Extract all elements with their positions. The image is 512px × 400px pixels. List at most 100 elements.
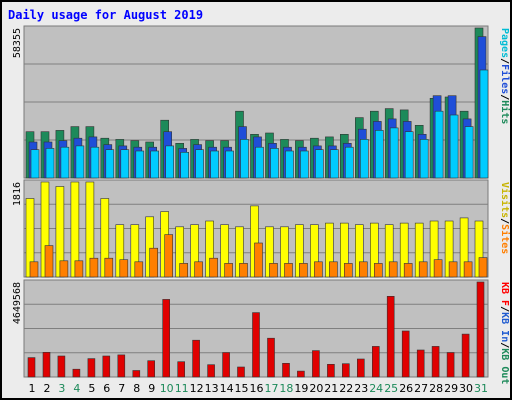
bar-pages-day-10 (165, 145, 174, 179)
bar-pages-day-9 (150, 150, 159, 179)
bar-sites-day-1 (29, 261, 39, 278)
bar-pages-day-12 (195, 149, 204, 179)
bar-kb-f-day-2 (42, 351, 51, 378)
legend-part: / (499, 94, 510, 100)
bar-sites-day-7 (119, 259, 129, 278)
legend-part: / (499, 342, 510, 348)
bar-pages-day-24 (374, 130, 384, 179)
x-tick-day-26: 26 (399, 382, 413, 395)
bar-kb-f-day-21 (327, 363, 335, 378)
y-max-label-kb: 4649568 (12, 282, 23, 324)
x-tick-day-11: 11 (175, 382, 189, 395)
bar-kb-f-day-18 (282, 362, 290, 378)
bar-pages-day-11 (180, 152, 189, 179)
x-tick-day-7: 7 (118, 382, 125, 395)
x-tick-day-21: 21 (324, 382, 338, 395)
bar-kb-f-day-15 (237, 366, 245, 378)
bar-sites-day-16 (254, 242, 263, 278)
bar-sites-day-6 (104, 257, 114, 278)
bar-pages-day-19 (300, 150, 309, 179)
x-tick-day-16: 16 (250, 382, 264, 395)
x-tick-day-29: 29 (444, 382, 458, 395)
x-tick-day-5: 5 (88, 382, 95, 395)
legend-part: Sites (499, 224, 511, 254)
bar-sites-day-23 (358, 261, 368, 278)
bar-sites-day-29 (448, 261, 458, 278)
bar-pages-day-27 (419, 139, 429, 179)
x-tick-day-27: 27 (414, 382, 428, 395)
x-tick-day-15: 15 (235, 382, 249, 395)
x-tick-day-9: 9 (148, 382, 155, 395)
bar-kb-f-day-25 (386, 295, 395, 378)
bar-pages-day-29 (449, 114, 459, 179)
x-tick-day-17: 17 (265, 382, 279, 395)
x-tick-day-6: 6 (103, 382, 110, 395)
pages-files-hits-panel (23, 25, 489, 179)
x-tick-day-25: 25 (384, 382, 398, 395)
x-tick-day-1: 1 (29, 382, 36, 395)
x-tick-day-8: 8 (133, 382, 140, 395)
x-tick-day-24: 24 (369, 382, 383, 395)
bar-sites-day-25 (388, 261, 398, 278)
y-max-label-visits: 1816 (12, 182, 23, 206)
x-tick-day-22: 22 (339, 382, 353, 395)
bar-kb-f-day-16 (252, 312, 260, 378)
bar-kb-f-day-3 (57, 355, 66, 378)
bar-kb-f-day-26 (401, 330, 410, 378)
legend-pages-files-hits: Pages/Files/Hits (499, 28, 511, 124)
bar-kb-f-day-10 (162, 299, 170, 378)
bar-sites-day-10 (164, 234, 173, 278)
bar-kb-f-day-31 (476, 281, 485, 378)
bar-pages-day-5 (90, 146, 100, 179)
bar-sites-day-19 (299, 263, 308, 278)
bar-sites-day-12 (194, 261, 203, 278)
x-tick-day-10: 10 (160, 382, 174, 395)
bar-sites-day-14 (224, 263, 233, 278)
bar-pages-day-6 (105, 149, 115, 179)
bar-sites-day-24 (373, 263, 383, 278)
legend-part: / (499, 306, 510, 312)
bar-kb-f-day-22 (341, 363, 350, 378)
bar-kb-f-day-28 (431, 346, 440, 378)
bar-sites-day-3 (59, 260, 69, 278)
legend-part: KB In (499, 312, 510, 342)
bar-sites-day-2 (44, 245, 54, 278)
legend-part: / (499, 58, 510, 64)
bar-sites-day-4 (74, 260, 84, 278)
bar-sites-day-18 (284, 263, 293, 278)
bar-sites-day-13 (209, 257, 218, 278)
legend-part: / (499, 218, 510, 224)
x-axis-day-labels: 1 2 3 4 5 6 7 8 9 10 11 12 13 14 15 16 17 18 19 20 21 22 23 24 2… (29, 382, 489, 395)
legend-part: Hits (499, 100, 511, 124)
x-tick-day-19: 19 (294, 382, 308, 395)
bar-kb-f-day-5 (87, 358, 96, 378)
bar-kb-f-day-12 (192, 339, 200, 378)
legend-part: Visits (499, 182, 511, 218)
x-tick-day-14: 14 (220, 382, 234, 395)
bar-kb-f-day-20 (312, 350, 320, 378)
bar-pages-day-18 (285, 150, 294, 179)
bar-pages-day-1 (30, 149, 40, 179)
legend-part: Files (499, 64, 511, 94)
bar-sites-day-26 (403, 263, 413, 278)
bar-pages-day-28 (434, 110, 444, 179)
x-tick-day-2: 2 (44, 382, 51, 395)
bar-kb-f-day-8 (132, 370, 141, 378)
legend-part: KB F (499, 282, 510, 306)
bar-kb-f-day-24 (371, 346, 380, 378)
bar-pages-day-13 (210, 150, 219, 179)
bar-sites-day-31 (478, 257, 488, 278)
bar-pages-day-2 (45, 148, 55, 179)
bar-sites-day-22 (343, 263, 353, 278)
x-tick-day-23: 23 (354, 382, 368, 395)
bar-pages-day-4 (75, 145, 85, 179)
bar-sites-day-11 (179, 263, 188, 278)
bar-sites-day-20 (314, 261, 323, 278)
kb-traffic-panel (23, 279, 489, 378)
x-tick-day-20: 20 (309, 382, 323, 395)
bar-sites-day-21 (329, 261, 338, 278)
bar-sites-day-15 (239, 263, 248, 278)
bar-kb-f-day-11 (177, 361, 185, 378)
chart-title: Daily usage for August 2019 (8, 8, 203, 22)
